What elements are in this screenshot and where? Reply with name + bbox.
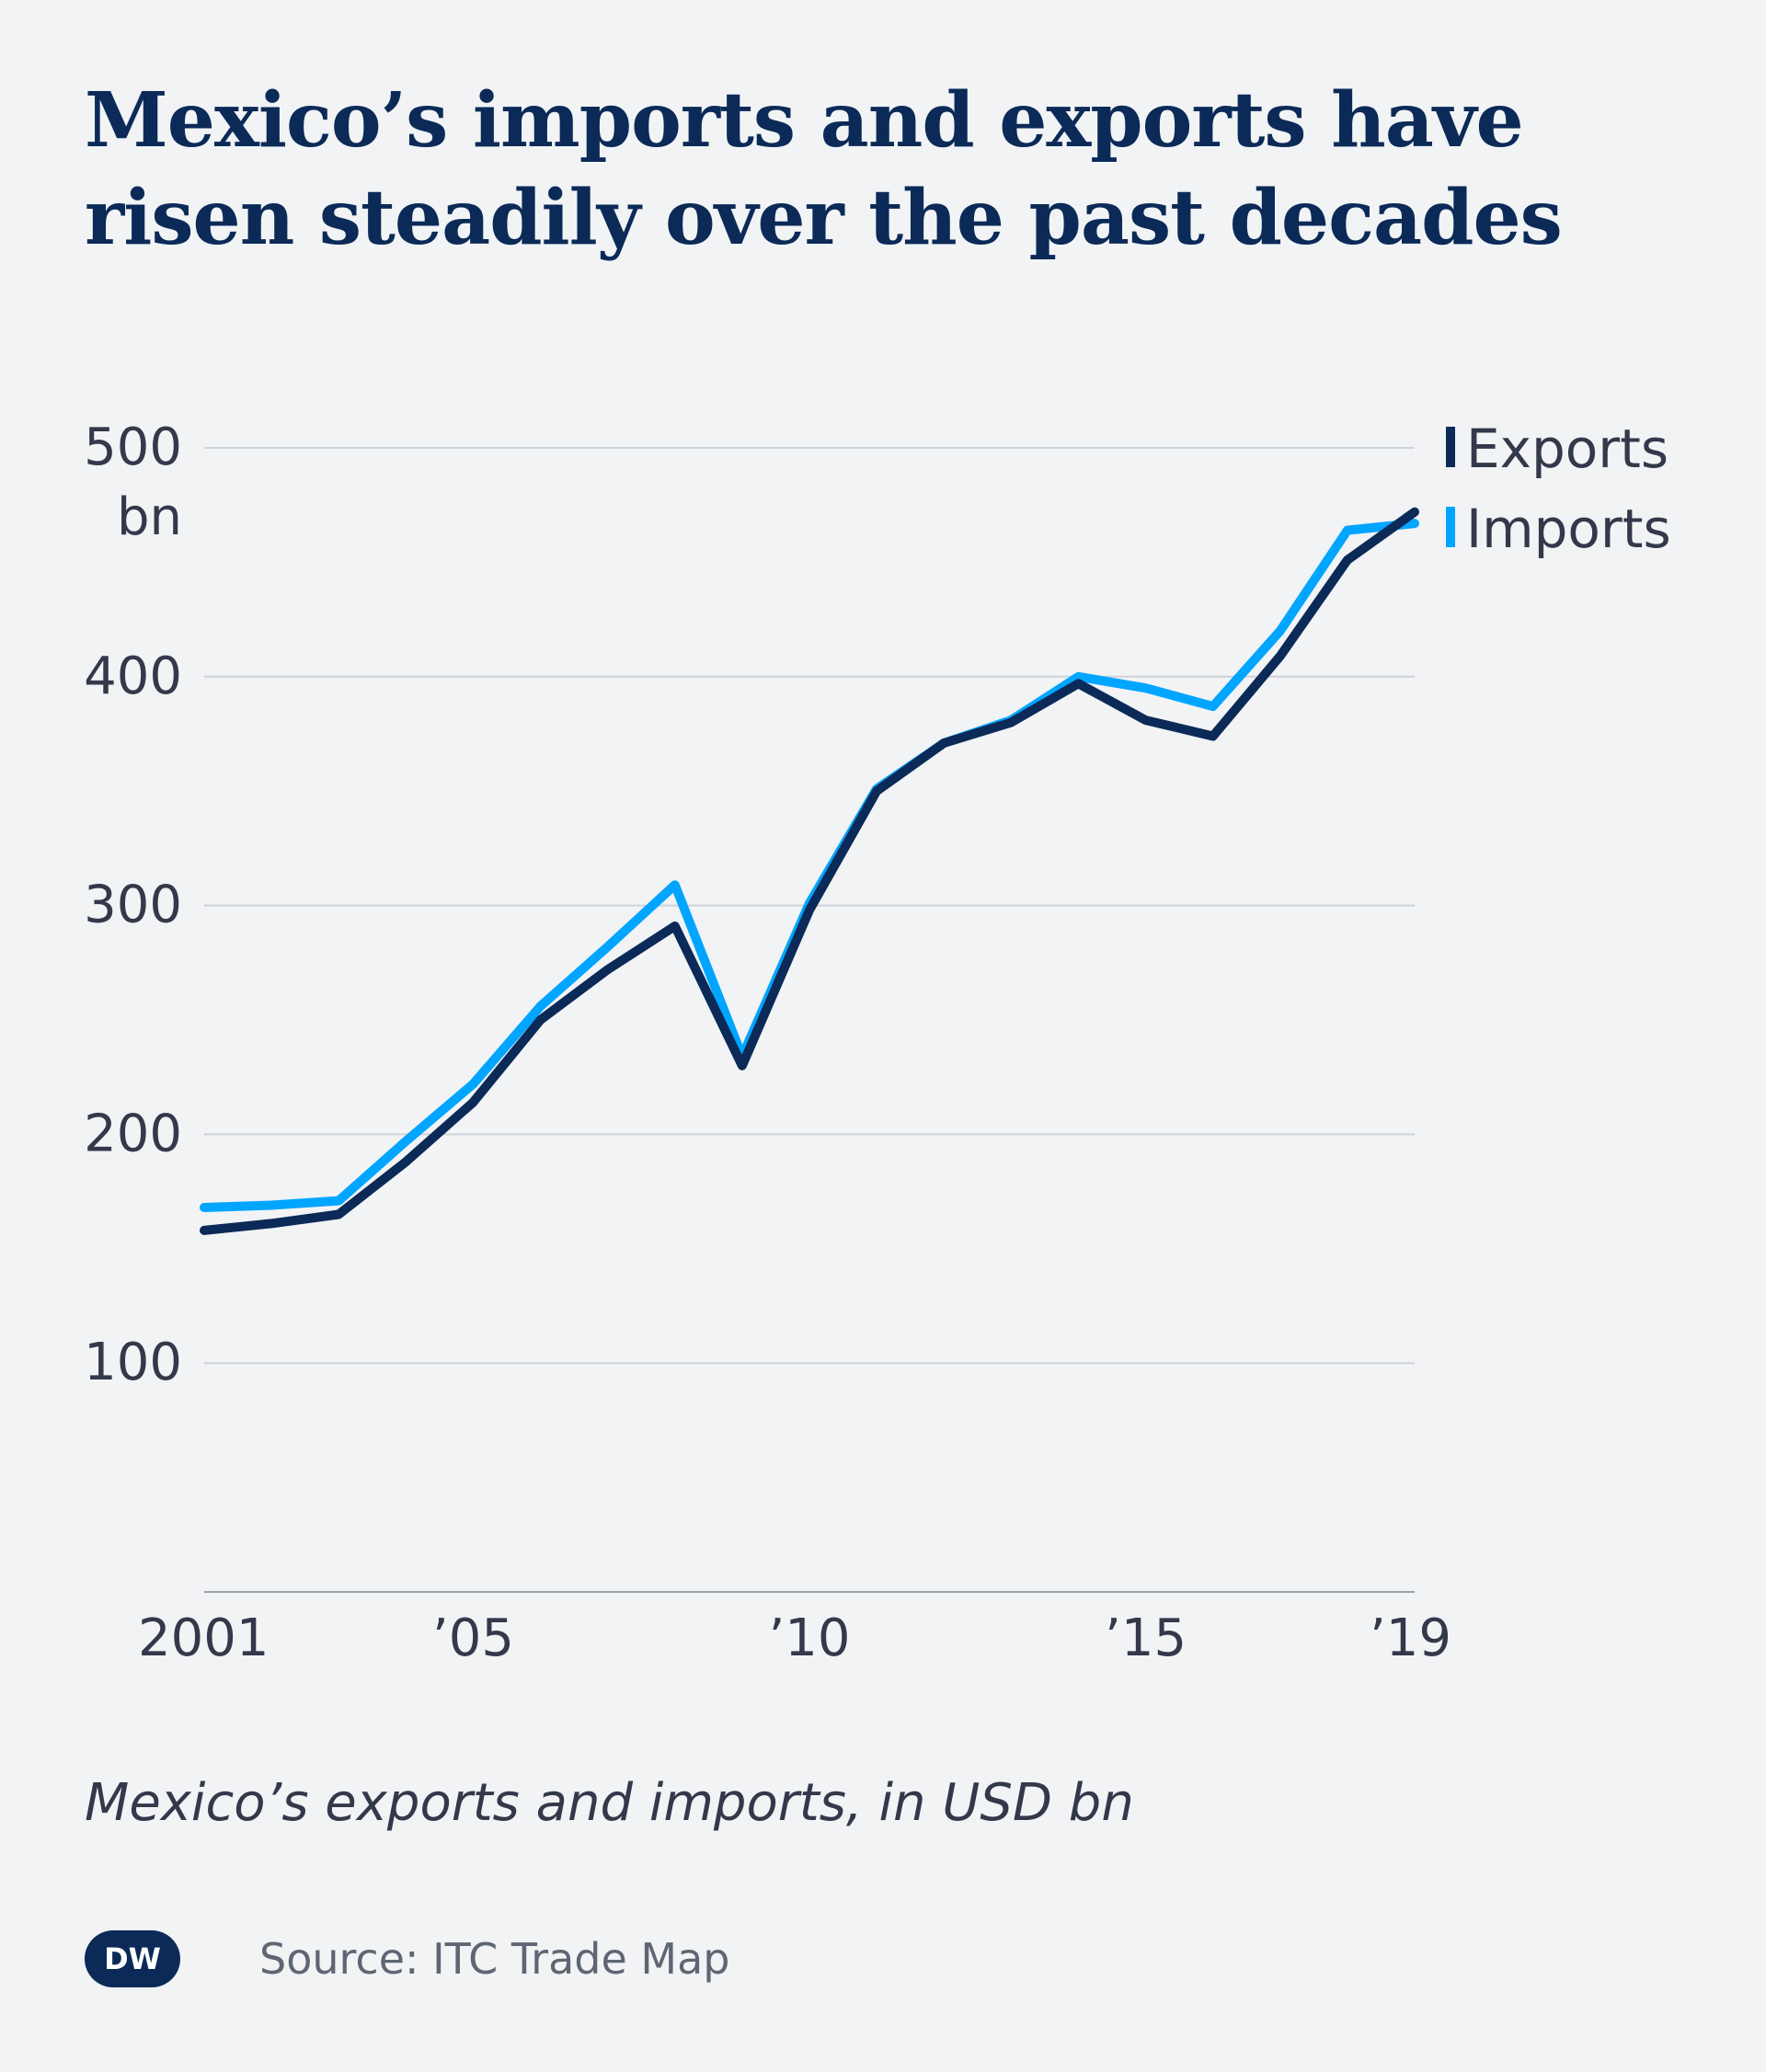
legend-swatch-imports xyxy=(1446,507,1455,547)
axes: 100 200 300 400 500 bn 2001 ’05 ’10 ’15 ’19 xyxy=(84,418,1451,1668)
y-tick-label-100: 100 xyxy=(84,1333,182,1392)
y-tick-label-300: 300 xyxy=(84,876,182,935)
y-tick-label-400: 400 xyxy=(84,647,182,706)
legend-swatch-exports xyxy=(1446,427,1455,467)
dw-logo-text: DW xyxy=(104,1941,161,1976)
footer: DW Source: ITC Trade Map xyxy=(85,1924,729,1994)
series-line-imports xyxy=(200,519,1419,1212)
legend-label-imports: Imports xyxy=(1466,498,1671,560)
chart-title-line-2: risen steadily over the past decades xyxy=(85,174,1563,262)
chart-title: Mexico’s imports and exports have risen … xyxy=(85,72,1648,267)
y-unit-label: bn xyxy=(117,487,182,547)
x-tick-label-2010: ’10 xyxy=(768,1608,850,1668)
x-tick-label-2019: ’19 xyxy=(1370,1608,1451,1668)
dw-logo-icon: DW xyxy=(104,1941,161,1976)
series-lines xyxy=(200,507,1419,1235)
x-tick-label-2005: ’05 xyxy=(432,1608,514,1668)
series-line-exports xyxy=(200,507,1419,1235)
y-tick-label-500: 500 xyxy=(84,418,182,477)
y-tick-label-200: 200 xyxy=(84,1104,182,1163)
dw-logo: DW xyxy=(85,1930,180,1987)
legend-label-exports: Exports xyxy=(1466,418,1669,480)
chart-title-line-1: Mexico’s imports and exports have xyxy=(85,76,1524,165)
x-tick-label-2001: 2001 xyxy=(138,1608,269,1668)
legend: Exports Imports xyxy=(1446,418,1671,560)
x-tick-label-2015: ’15 xyxy=(1105,1608,1187,1668)
chart-subtitle: Mexico’s exports and imports, in USD bn xyxy=(85,1773,1134,1833)
source-note: Source: ITC Trade Map xyxy=(259,1934,730,1984)
